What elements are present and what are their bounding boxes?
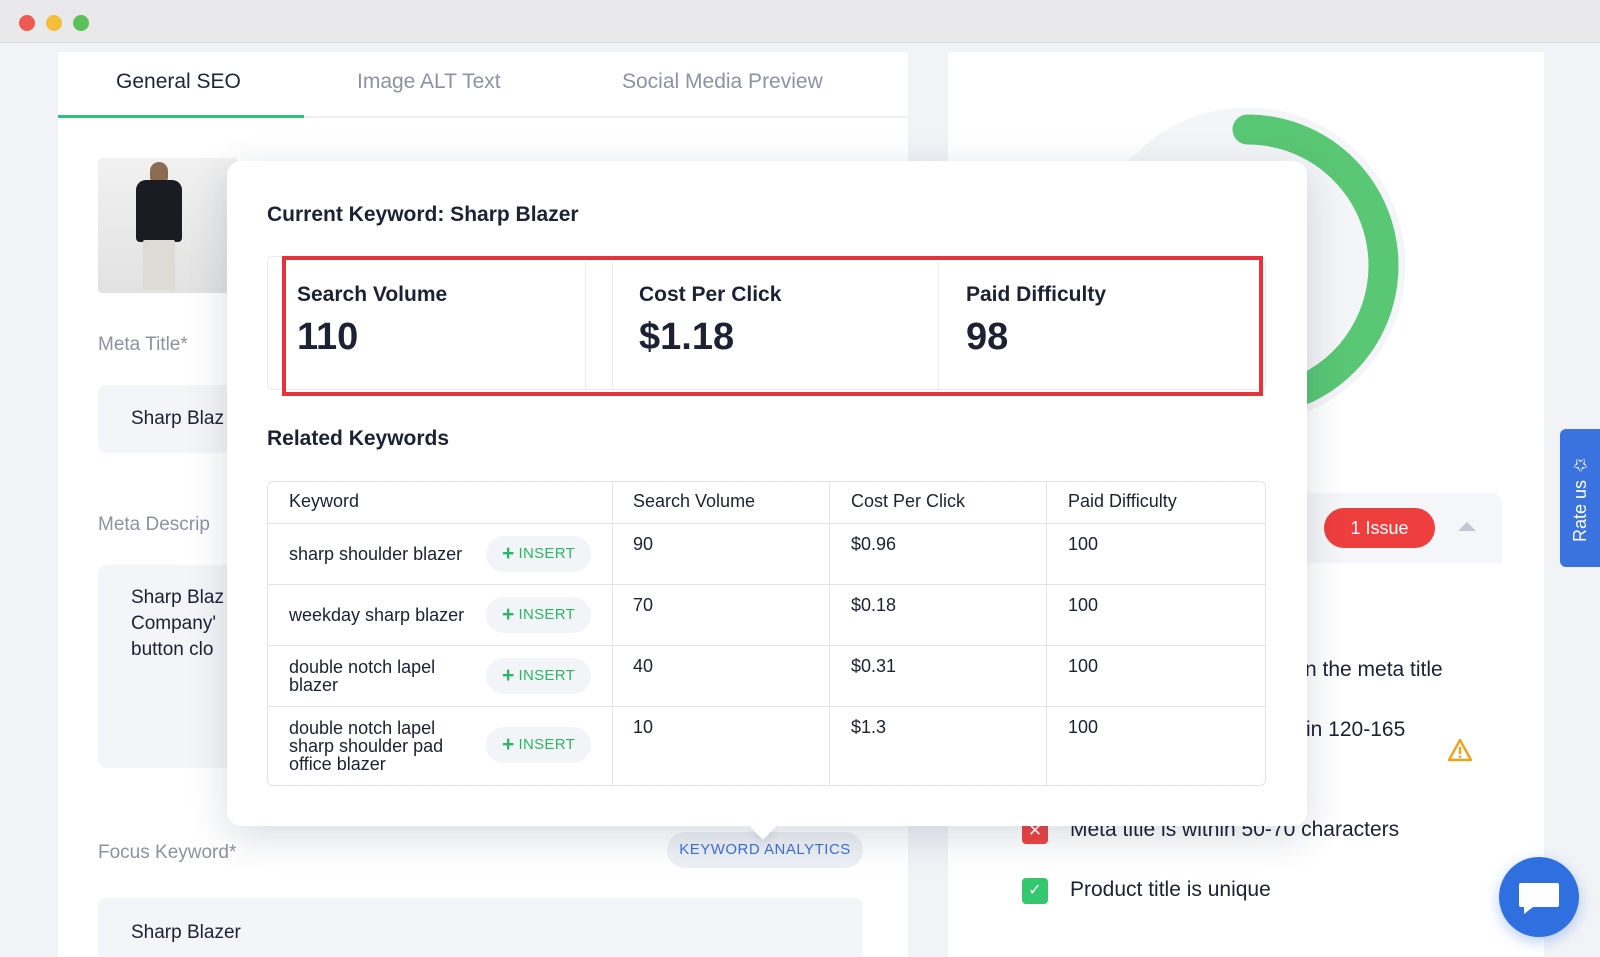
meta-description-line: button clo	[131, 639, 214, 660]
window-titlebar	[0, 0, 1600, 43]
search-volume-cell: 10	[633, 717, 654, 737]
tab-general-seo[interactable]: General SEO	[116, 70, 241, 93]
table-row-divider	[268, 645, 1265, 646]
active-tab-indicator	[58, 115, 304, 118]
related-keywords-table	[267, 481, 1266, 786]
table-column-divider	[612, 482, 613, 785]
insert-keyword-button[interactable]: + INSERT	[486, 727, 591, 763]
gauge-progress-arc	[1096, 114, 1399, 417]
search-volume-cell: 70	[633, 595, 654, 615]
paid-difficulty-cell: 100	[1068, 595, 1099, 615]
keyword-cell: weekday sharp blazer	[289, 605, 465, 625]
paid-difficulty-label: Paid Difficulty	[966, 283, 1107, 306]
stats-divider	[585, 262, 586, 390]
meta-description-label: Meta Descrip	[98, 514, 210, 535]
table-row-divider	[268, 584, 1265, 585]
issue-item-text: n the meta title	[1305, 658, 1443, 681]
paid-difficulty-value: 98	[966, 316, 1009, 358]
insert-keyword-button[interactable]: + INSERT	[486, 536, 591, 572]
close-window-button[interactable]	[19, 15, 35, 31]
tab-image-alt-text[interactable]: Image ALT Text	[357, 70, 501, 93]
chat-button[interactable]	[1499, 857, 1579, 937]
chevron-up-icon[interactable]	[1458, 522, 1476, 531]
plus-icon: +	[501, 542, 515, 565]
cost-per-click-cell: $0.96	[851, 534, 897, 554]
keyword-analytics-button[interactable]: KEYWORD ANALYTICS	[667, 832, 863, 868]
plus-icon: +	[501, 664, 515, 687]
issue-item-text: Product title is unique	[1070, 878, 1271, 901]
cost-per-click-cell: $0.18	[851, 595, 897, 615]
maximize-window-button[interactable]	[73, 15, 89, 31]
search-volume-cell: 40	[633, 656, 654, 676]
search-volume-cell: 90	[633, 534, 654, 554]
issue-count-badge: 1 Issue	[1324, 508, 1435, 548]
cost-per-click-value: $1.18	[639, 316, 735, 358]
stats-divider	[612, 262, 613, 390]
plus-icon: +	[501, 733, 515, 756]
search-volume-value: 110	[297, 316, 359, 358]
column-header-paid-difficulty: Paid Difficulty	[1068, 491, 1177, 511]
paid-difficulty-cell: 100	[1068, 534, 1099, 554]
focus-keyword-value: Sharp Blazer	[131, 922, 241, 943]
rate-us-tab[interactable]	[1560, 429, 1600, 567]
keyword-cell: sharp shoulder blazer	[289, 544, 463, 564]
plus-icon: +	[501, 603, 515, 626]
rate-us-label[interactable]: Rate us ✩	[1570, 453, 1590, 543]
column-header-search-volume: Search Volume	[633, 491, 756, 511]
insert-keyword-button[interactable]: + INSERT	[486, 597, 591, 633]
column-header-keyword: Keyword	[289, 491, 360, 511]
meta-description-line: Company'	[131, 613, 216, 634]
table-row-divider	[268, 706, 1265, 707]
insert-keyword-button[interactable]: + INSERT	[486, 658, 591, 694]
seo-tabs: General SEO Image ALT Text Social Media …	[58, 52, 908, 118]
cost-per-click-cell: $1.3	[851, 717, 887, 737]
table-row-divider	[268, 523, 1265, 524]
minimize-window-button[interactable]	[46, 15, 62, 31]
chat-bubble-icon	[1519, 883, 1559, 914]
issue-item-text: in 120-165	[1306, 718, 1406, 741]
check-icon: ✓	[1022, 878, 1048, 904]
cost-per-click-cell: $0.31	[851, 656, 897, 676]
related-keywords-title: Related Keywords	[267, 427, 450, 450]
cost-per-click-label: Cost Per Click	[639, 283, 782, 306]
meta-title-label: Meta Title*	[98, 334, 188, 355]
keyword-cell: double notch lapel blazer	[289, 657, 436, 695]
paid-difficulty-cell: 100	[1068, 717, 1099, 737]
product-thumbnail	[98, 158, 238, 293]
meta-title-value: Sharp Blaz	[131, 408, 224, 429]
keyword-cell: double notch lapel sharp shoulder pad offi…	[289, 718, 444, 774]
current-keyword-title: Current Keyword: Sharp Blazer	[267, 203, 579, 226]
focus-keyword-input[interactable]: Sharp Blazer	[98, 898, 863, 957]
table-column-divider	[829, 482, 830, 785]
keyword-analytics-popover	[227, 161, 1307, 826]
table-column-divider	[1046, 482, 1047, 785]
column-header-cost-per-click: Cost Per Click	[851, 491, 966, 511]
star-icon: ✩	[1570, 453, 1590, 475]
paid-difficulty-cell: 100	[1068, 656, 1099, 676]
stats-divider	[938, 262, 939, 390]
focus-keyword-label: Focus Keyword*	[98, 842, 237, 863]
search-volume-label: Search Volume	[297, 283, 448, 306]
stats-highlight-box	[282, 256, 1263, 396]
warning-icon	[1447, 738, 1473, 762]
tab-social-media-preview[interactable]: Social Media Preview	[622, 70, 823, 93]
meta-description-line: Sharp Blaz	[131, 587, 224, 608]
